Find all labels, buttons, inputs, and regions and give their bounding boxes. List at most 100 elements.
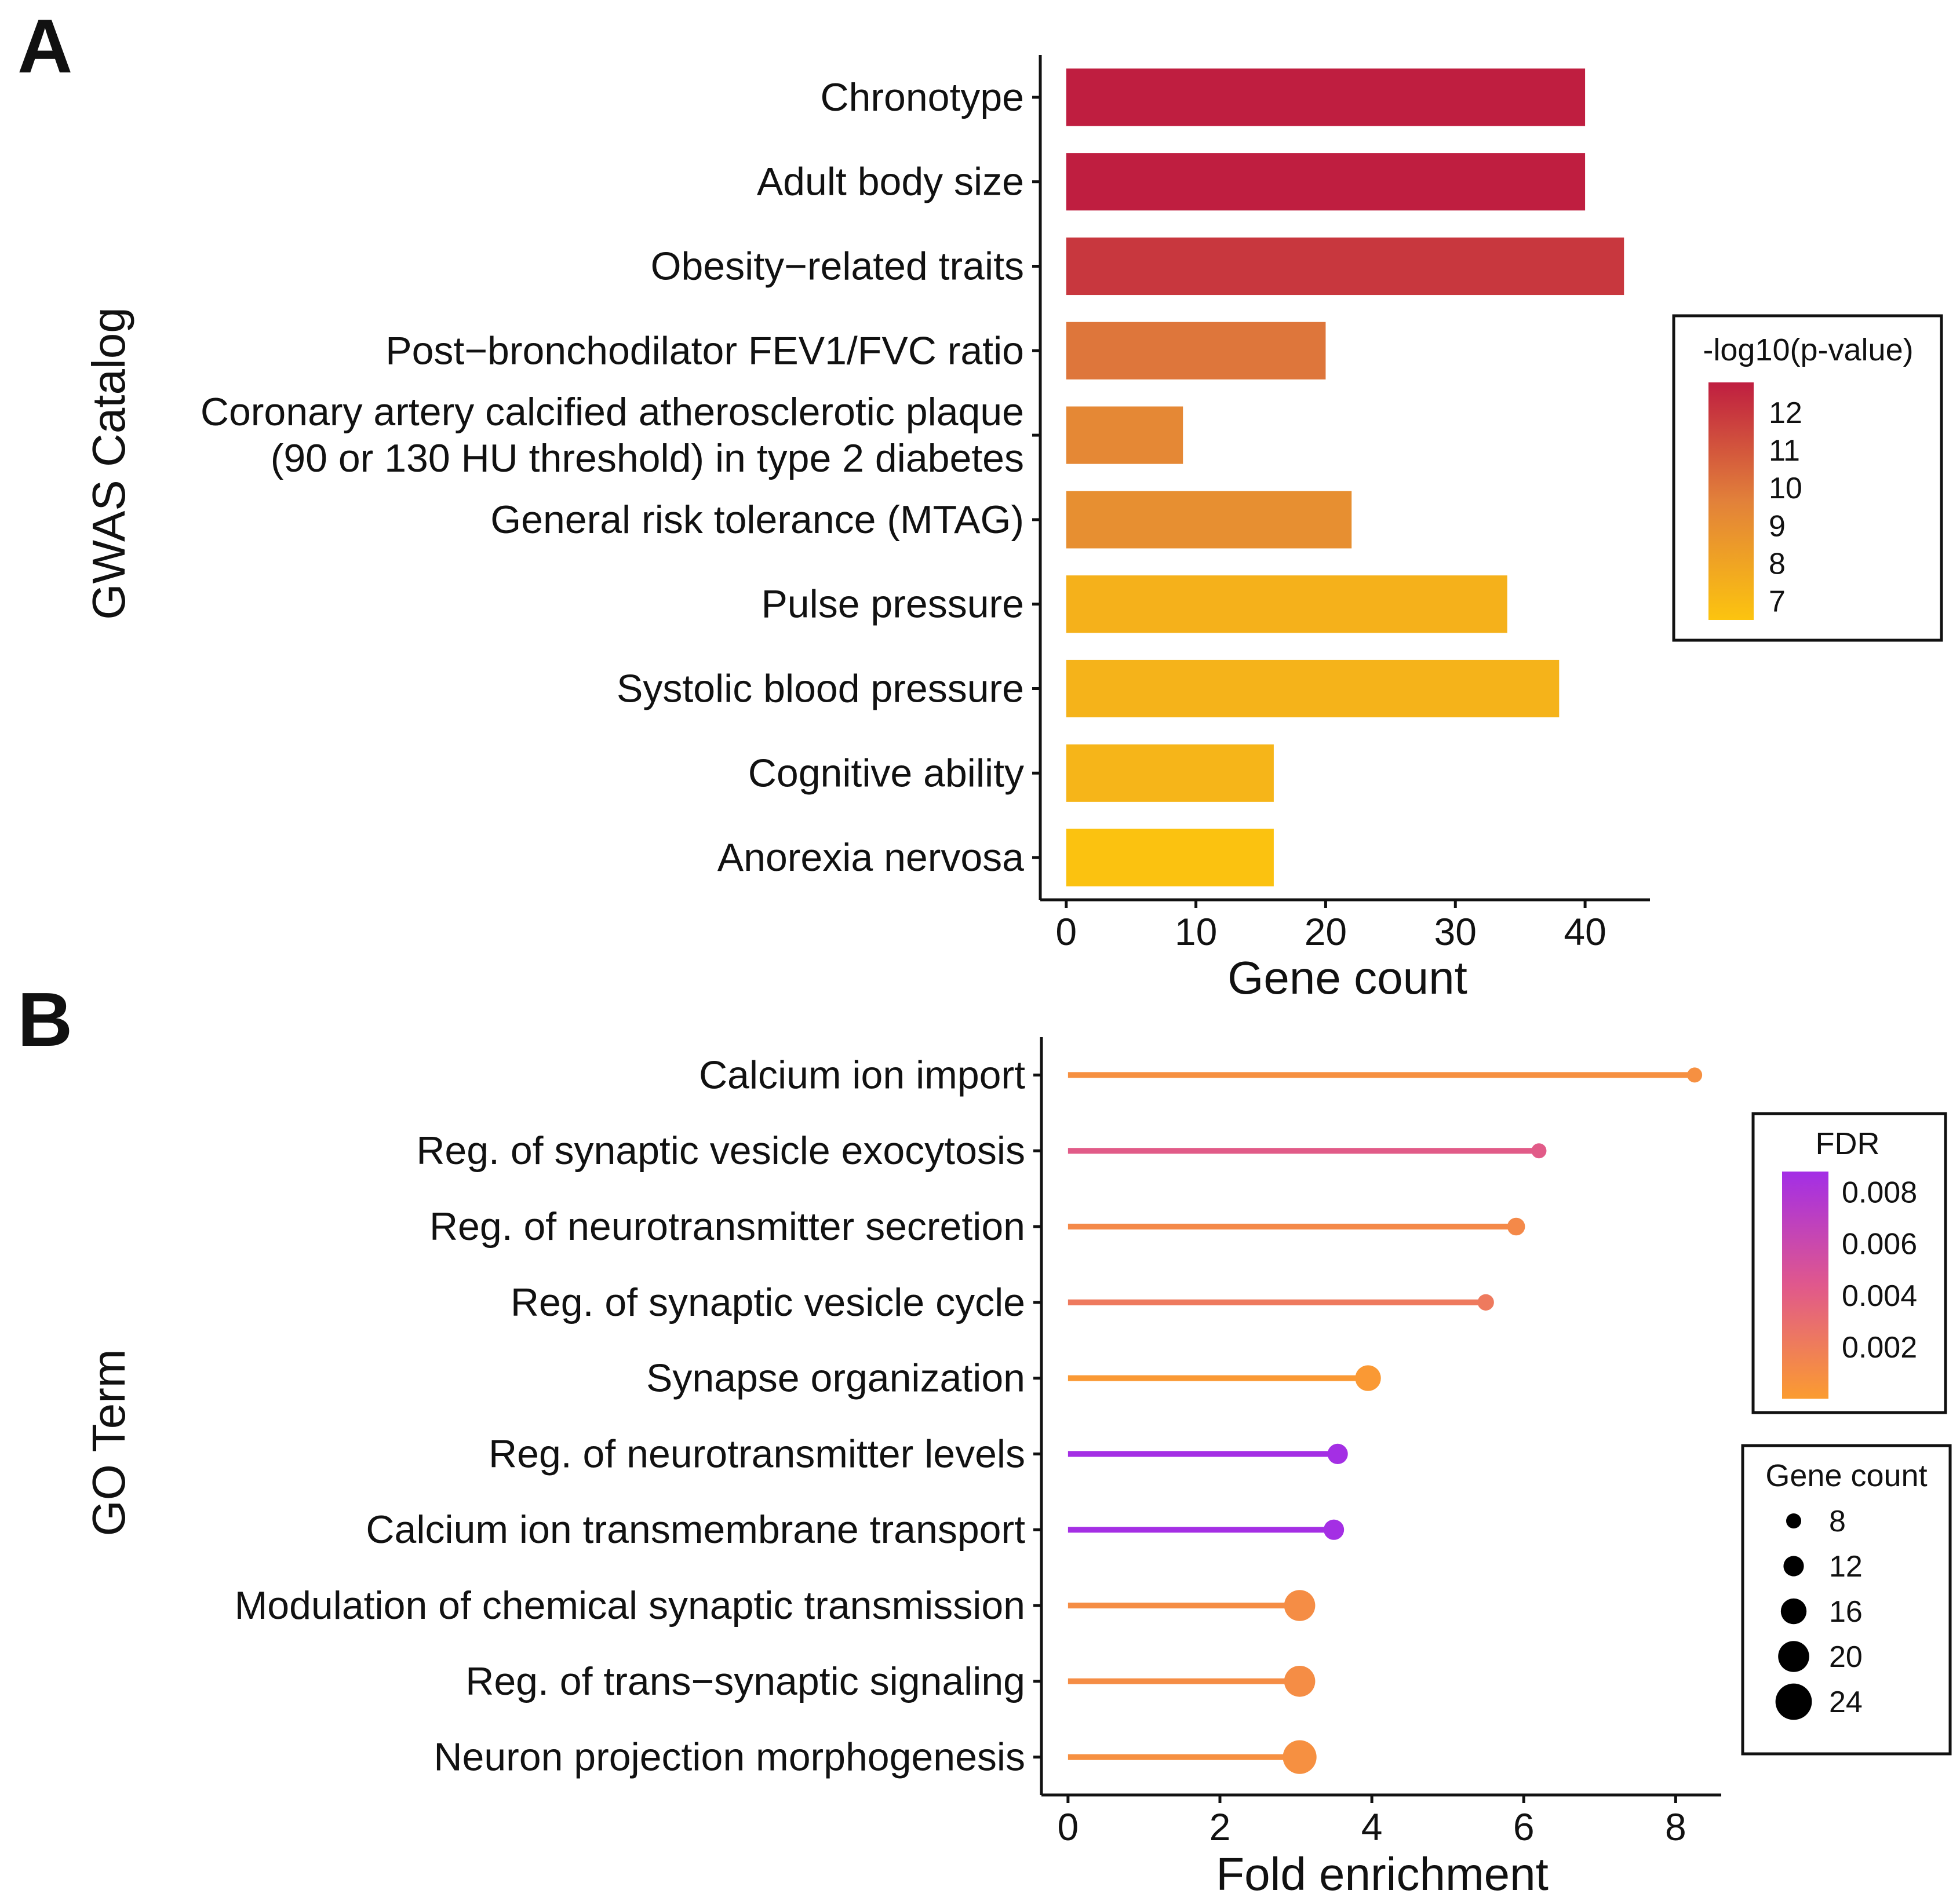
panel-a-xtick-label-3: 30 xyxy=(1434,910,1477,953)
panel-a-legend-ticks: 12 11 10 9 8 7 xyxy=(1754,396,1802,618)
bar-5 xyxy=(1066,491,1352,549)
panel-a-category-label-line: Coronary artery calcified atheroscleroti… xyxy=(201,390,1024,434)
panel-b-category-label-6: Calcium ion transmembrane transport xyxy=(366,1508,1025,1552)
panel-a-category-label-line: Obesity−related traits xyxy=(651,245,1024,289)
panel-a-gwas-bar-chart: A GWAS Catalog Chronotype Adult body size… xyxy=(17,3,1943,1004)
panel-b-fdr-tick-1: 0.006 xyxy=(1842,1228,1917,1261)
panel-b-size-legend-label-3: 20 xyxy=(1829,1640,1863,1674)
panel-a-category-label-4: Coronary artery calcified atheroscleroti… xyxy=(201,390,1024,480)
panel-a-legend-tick-0: 12 xyxy=(1769,396,1802,430)
panel-a-category-label-line: Systolic blood pressure xyxy=(617,667,1024,711)
bar-7 xyxy=(1066,659,1560,718)
panel-b-stems xyxy=(1068,1072,1695,1760)
panel-b-size-legend-label-4: 24 xyxy=(1829,1685,1863,1719)
dot-5 xyxy=(1327,1443,1348,1464)
panel-b-size-legend-items: 8 12 16 20 24 xyxy=(1775,1505,1863,1720)
panel-b-category-label-9: Neuron projection morphogenesis xyxy=(433,1735,1025,1779)
panel-a-category-label-9: Anorexia nervosa xyxy=(717,835,1024,880)
panel-a-category-label-1: Adult body size xyxy=(757,160,1024,204)
panel-b-size-legend-box xyxy=(1741,1444,1952,1756)
dot-3 xyxy=(1477,1294,1494,1311)
panel-a-legend-title: -log10(p-value) xyxy=(1703,333,1913,367)
panel-a-legend-tick-4: 8 xyxy=(1769,547,1786,581)
panel-a-color-legend: -log10(p-value) 12 11 10 9 8 7 xyxy=(1672,314,1943,642)
bar-6 xyxy=(1066,575,1507,633)
panel-b-size-legend-dot-4 xyxy=(1775,1683,1812,1720)
panel-b-fdr-colorbar xyxy=(1782,1172,1828,1399)
panel-a-category-label-line: (90 or 130 HU threshold) in type 2 diabe… xyxy=(271,436,1024,480)
panel-b-size-legend-title: Gene count xyxy=(1765,1458,1927,1493)
panel-b-gene-count-legend: Gene count 8 12 16 20 24 xyxy=(1741,1444,1952,1756)
bar-4 xyxy=(1066,406,1183,464)
panel-a-bars xyxy=(1066,68,1624,886)
panel-b-fdr-tick-3: 0.002 xyxy=(1842,1331,1917,1364)
panel-b-size-legend-label-0: 8 xyxy=(1829,1505,1846,1538)
panel-a-category-label-3: Post−bronchodilator FEV1/FVC ratio xyxy=(385,329,1024,373)
panel-b-category-label-3: Reg. of synaptic vesicle cycle xyxy=(511,1280,1025,1325)
bar-8 xyxy=(1066,744,1274,802)
panel-a-category-label-line: Cognitive ability xyxy=(748,751,1024,795)
panel-a-category-label-line: Chronotype xyxy=(820,75,1024,119)
panel-b-size-legend-dot-0 xyxy=(1786,1513,1801,1528)
dot-1 xyxy=(1531,1143,1547,1159)
panel-a-xtick-label-1: 10 xyxy=(1175,910,1217,953)
panel-a-category-label-7: Systolic blood pressure xyxy=(617,667,1024,711)
panel-b-xtick-label-2: 4 xyxy=(1361,1805,1383,1848)
dot-7 xyxy=(1284,1590,1316,1621)
panel-b-go-lollipop-chart: B GO Term Calcium ion import Reg. of syna… xyxy=(17,977,1952,1900)
panel-b-xtick-label-4: 8 xyxy=(1665,1805,1686,1848)
panel-b-xtick-label-0: 0 xyxy=(1058,1805,1079,1848)
panel-a-legend-box xyxy=(1672,314,1943,642)
panel-b-fdr-legend-title: FDR xyxy=(1816,1126,1880,1161)
panel-a-category-label-6: Pulse pressure xyxy=(761,582,1024,626)
panel-a-xtick-label-2: 20 xyxy=(1305,910,1347,953)
panel-b-category-label-5: Reg. of neurotransmitter levels xyxy=(489,1432,1025,1476)
panel-b-category-label-0: Calcium ion import xyxy=(699,1053,1025,1097)
dot-6 xyxy=(1323,1519,1345,1540)
bar-0 xyxy=(1066,68,1586,126)
bar-9 xyxy=(1066,829,1274,886)
panel-a-category-label-0: Chronotype xyxy=(820,75,1024,119)
dot-4 xyxy=(1355,1365,1381,1391)
panel-a-legend-tick-1: 11 xyxy=(1769,434,1800,468)
panel-a-category-label-2: Obesity−related traits xyxy=(651,245,1024,289)
panel-a-category-label-5: General risk tolerance (MTAG) xyxy=(490,498,1024,542)
dot-8 xyxy=(1284,1666,1316,1697)
dot-2 xyxy=(1507,1217,1525,1236)
panel-b-letter: B xyxy=(17,977,72,1062)
panel-b-dots xyxy=(1283,1067,1703,1774)
panel-a-category-label-line: Pulse pressure xyxy=(761,582,1024,626)
dot-0 xyxy=(1687,1067,1703,1083)
panel-b-category-label-1: Reg. of synaptic vesicle exocytosis xyxy=(416,1129,1025,1173)
panel-b-xtick-label-1: 2 xyxy=(1209,1805,1231,1848)
panel-b-fdr-tick-2: 0.004 xyxy=(1842,1279,1917,1313)
panel-a-category-label-line: General risk tolerance (MTAG) xyxy=(490,498,1024,542)
bar-3 xyxy=(1066,322,1326,380)
panel-b-fdr-legend-box xyxy=(1751,1112,1947,1414)
panel-b-category-label-8: Reg. of trans−synaptic signaling xyxy=(465,1659,1025,1703)
panel-b-size-legend-label-2: 16 xyxy=(1829,1595,1863,1629)
panel-a-category-labels: Chronotype Adult body size Obesity−related… xyxy=(201,75,1040,880)
panel-a-letter: A xyxy=(17,3,72,89)
panel-a-y-axis-title: GWAS Catalog xyxy=(83,307,134,619)
panel-b-size-legend-dot-1 xyxy=(1783,1556,1804,1577)
panel-b-size-legend-dot-2 xyxy=(1780,1598,1807,1625)
panel-a-legend-colorbar xyxy=(1708,382,1754,620)
panel-b-xtick-label-3: 6 xyxy=(1513,1805,1535,1848)
panel-a-legend-tick-2: 10 xyxy=(1769,472,1802,505)
panel-b-x-axis-title: Fold enrichment xyxy=(1216,1848,1549,1900)
panel-b-category-label-2: Reg. of neurotransmitter secretion xyxy=(429,1205,1025,1249)
panel-b-y-axis-title: GO Term xyxy=(83,1349,134,1536)
panel-b-category-labels: Calcium ion import Reg. of synaptic vesic… xyxy=(235,1053,1041,1779)
dot-9 xyxy=(1283,1740,1317,1774)
panel-a-x-axis: 0 10 20 30 40 xyxy=(1039,55,1650,953)
bar-1 xyxy=(1066,153,1586,211)
panel-a-category-label-line: Adult body size xyxy=(757,160,1024,204)
panel-a-legend-tick-3: 9 xyxy=(1769,509,1786,543)
panel-a-category-label-line: Anorexia nervosa xyxy=(717,835,1024,880)
panel-b-size-legend-label-1: 12 xyxy=(1829,1550,1863,1583)
panel-a-category-label-8: Cognitive ability xyxy=(748,751,1024,795)
panel-b-category-label-4: Synapse organization xyxy=(646,1356,1025,1400)
panel-b-fdr-tick-0: 0.008 xyxy=(1842,1176,1917,1210)
